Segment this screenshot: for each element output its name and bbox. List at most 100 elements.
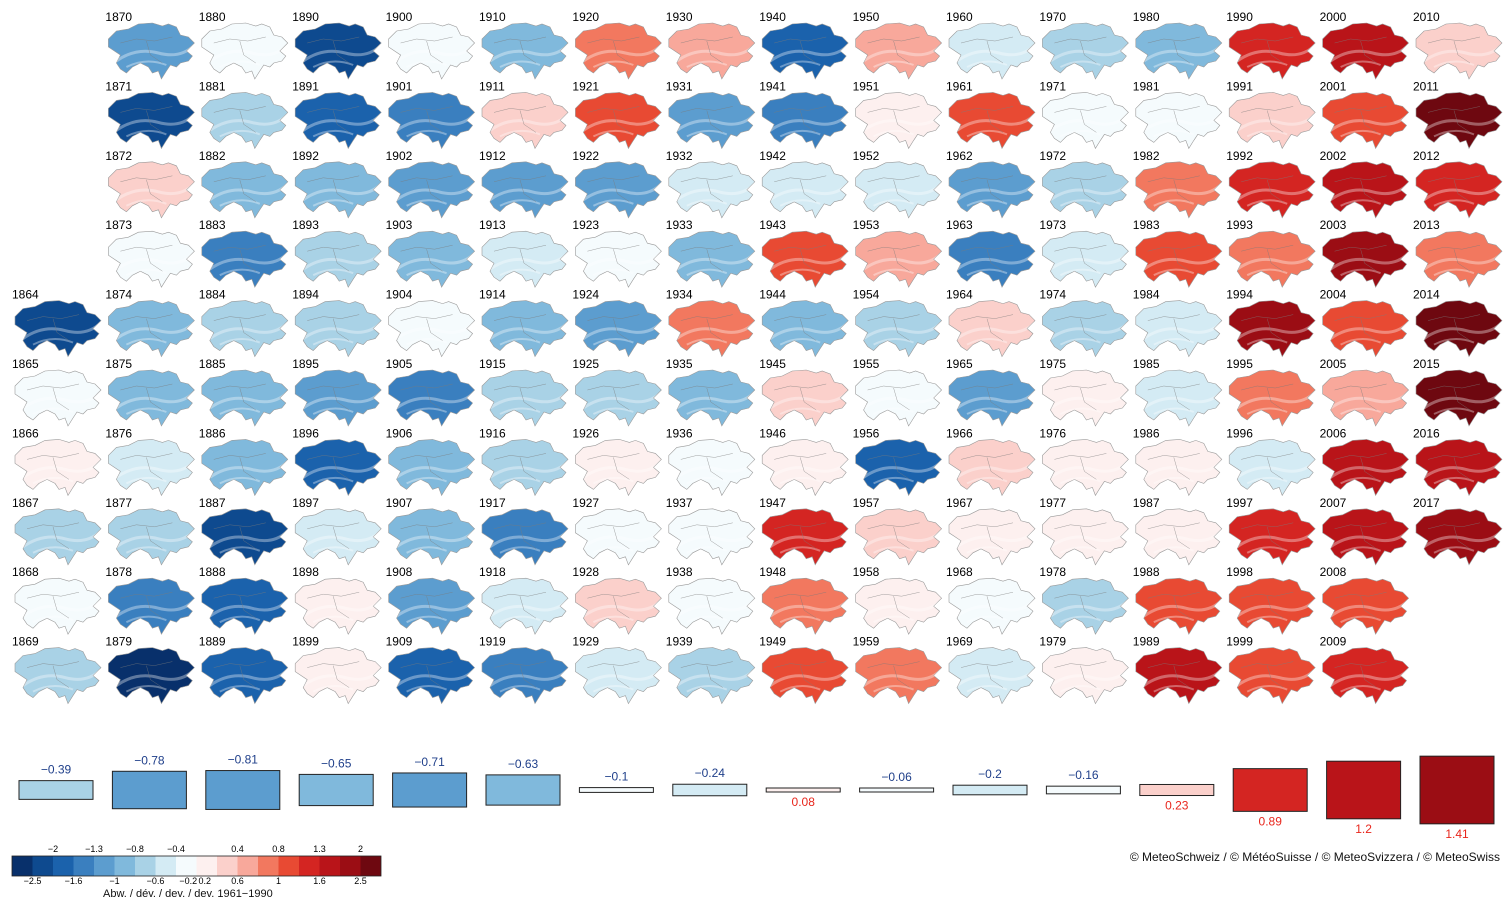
year-label: 1876 [105,426,132,440]
legend-swatch [196,856,217,876]
decade-bar [952,784,1028,796]
year-map-1954: 1954 [853,288,943,358]
year-map-1991: 1991 [1226,79,1316,150]
legend-swatch [155,856,176,876]
year-label: 2005 [1320,357,1347,371]
year-label: 1997 [1226,496,1253,510]
year-label: 2012 [1413,149,1440,163]
year-map-1911: 1911 [479,79,569,150]
decade-bar-group: −0.63 [485,757,561,806]
year-label: 1968 [946,565,973,579]
year-map-1922: 1922 [572,149,662,219]
year-label: 1944 [759,288,786,302]
year-map-1895: 1895 [292,357,382,427]
year-label: 1888 [199,565,226,579]
legend-tick-top: 0.4 [231,844,244,854]
year-map-2017: 2017 [1413,496,1503,566]
year-label: 1975 [1039,357,1066,371]
year-label: 1893 [292,218,319,232]
decade-bar-group: −0.71 [392,755,468,808]
legend-tick-top: −1.3 [85,844,103,854]
year-label: 1937 [666,496,693,510]
year-label: 1983 [1133,218,1160,232]
year-map-1928: 1928 [572,565,662,635]
legend-swatch [135,856,156,876]
legend-tick-top: −0.4 [167,844,185,854]
year-map-1977: 1977 [1039,496,1129,566]
legend-swatch [32,856,53,876]
year-label: 1902 [386,149,413,163]
year-map-1916: 1916 [479,426,569,497]
year-map-1941: 1941 [759,79,849,150]
year-label: 1966 [946,426,973,440]
year-label: 2014 [1413,288,1440,302]
year-map-1976: 1976 [1039,426,1129,497]
year-label: 1922 [572,149,599,163]
year-label: 1864 [12,288,39,302]
year-map-2011: 2011 [1413,79,1503,150]
year-label: 1985 [1133,357,1160,371]
year-map-1880: 1880 [199,10,289,80]
copyright-text: © MeteoSchweiz / © MétéoSuisse / © Meteo… [1129,850,1500,864]
year-map-1864: 1864 [12,288,102,358]
year-map-2010: 2010 [1413,10,1503,80]
year-label: 1954 [853,288,880,302]
decade-bar [859,787,935,793]
year-label: 1887 [199,496,226,510]
year-label: 1889 [199,635,226,649]
legend-tick-top: 0.8 [272,844,285,854]
year-map-1959: 1959 [853,635,943,705]
year-map-1934: 1934 [666,288,756,358]
year-map-1956: 1956 [853,426,943,497]
year-map-1894: 1894 [292,288,382,358]
year-map-1932: 1932 [666,149,756,219]
legend-swatch [360,856,381,876]
year-map-1910: 1910 [479,10,569,80]
year-map-1890: 1890 [292,10,382,80]
year-map-1873: 1873 [105,218,195,288]
year-map-1945: 1945 [759,357,849,427]
year-label: 1984 [1133,288,1160,302]
decade-value-label: −0.16 [1068,768,1099,782]
year-label: 1990 [1226,10,1253,24]
year-label: 1909 [386,635,413,649]
year-label: 1996 [1226,426,1253,440]
year-map-1998: 1998 [1226,565,1316,635]
year-map-2004: 2004 [1320,288,1410,358]
year-label: 1974 [1039,288,1066,302]
year-label: 2015 [1413,357,1440,371]
year-label: 1995 [1226,357,1253,371]
decade-bar-group: −0.2 [952,767,1028,796]
year-map-1907: 1907 [386,496,476,566]
decade-bar-group: 0.89 [1232,768,1308,828]
legend-tick-bottom: −2.5 [24,876,42,886]
year-map-1887: 1887 [199,496,289,566]
decade-bar-group: 1.41 [1419,755,1495,841]
year-map-2007: 2007 [1320,496,1410,566]
legend-tick-top: −0.8 [126,844,144,854]
year-label: 1929 [572,635,599,649]
legend-tick-bottom: −0.2 [179,876,197,886]
year-map-1898: 1898 [292,565,382,635]
decade-value-label: −0.78 [134,753,165,767]
year-map-1899: 1899 [292,635,382,705]
legend-tick-top: −2 [48,844,58,854]
year-map-2002: 2002 [1320,149,1410,219]
year-label: 1989 [1133,635,1160,649]
year-label: 1994 [1226,288,1253,302]
year-map-1933: 1933 [666,218,756,288]
year-map-1994: 1994 [1226,288,1316,358]
year-map-1938: 1938 [666,565,756,635]
year-label: 1951 [853,79,880,93]
year-label: 1914 [479,288,506,302]
year-label: 1991 [1226,79,1253,93]
year-map-1876: 1876 [105,426,195,497]
decade-bar [392,772,468,808]
year-map-1981: 1981 [1133,79,1223,150]
year-label: 1969 [946,635,973,649]
year-map-1914: 1914 [479,288,569,358]
year-label: 1956 [853,426,880,440]
decade-bar [1326,760,1402,820]
year-label: 1955 [853,357,880,371]
year-label: 1898 [292,565,319,579]
